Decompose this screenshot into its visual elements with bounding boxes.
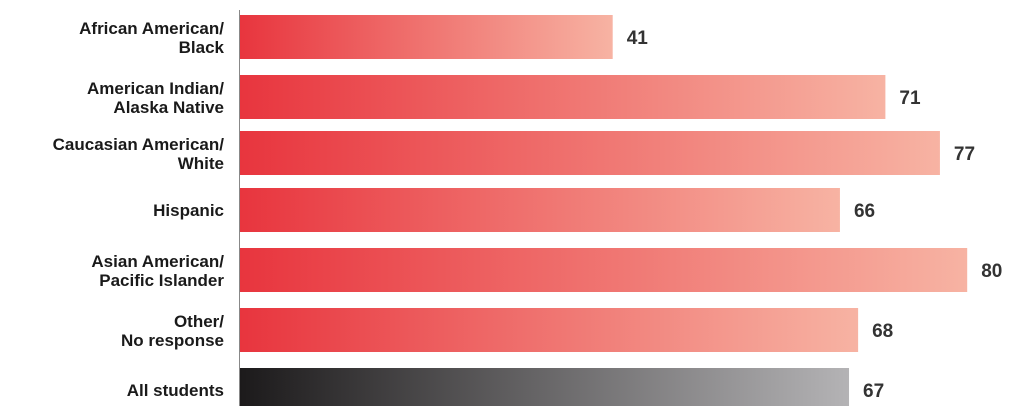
value-label-1: 71 xyxy=(899,88,921,109)
category-label-3: Hispanic xyxy=(153,201,224,220)
bar-0 xyxy=(240,15,613,59)
category-labels: African American/Black American Indian/Al… xyxy=(53,19,225,400)
bar-4 xyxy=(240,248,968,292)
category-label-2: Caucasian American/White xyxy=(53,135,225,173)
value-label-6: 67 xyxy=(863,381,884,402)
value-label-0: 41 xyxy=(627,28,649,49)
bar-5 xyxy=(240,308,859,352)
bar-3 xyxy=(240,188,840,232)
category-label-4: Asian American/Pacific Islander xyxy=(91,252,224,290)
category-label-6: All students xyxy=(127,381,224,400)
category-label-5: Other/No response xyxy=(121,312,224,350)
value-label-3: 66 xyxy=(854,201,875,222)
bar-2 xyxy=(240,131,940,175)
category-label-1: American Indian/Alaska Native xyxy=(87,79,224,117)
bars-layer xyxy=(240,15,968,406)
category-label-0: African American/Black xyxy=(79,19,224,57)
value-labels: 41 71 77 66 80 68 67 xyxy=(627,28,1003,402)
value-label-5: 68 xyxy=(872,321,893,342)
bar-6 xyxy=(240,368,850,406)
bar-1 xyxy=(240,75,886,119)
value-label-4: 80 xyxy=(981,261,1002,282)
value-label-2: 77 xyxy=(954,144,975,165)
